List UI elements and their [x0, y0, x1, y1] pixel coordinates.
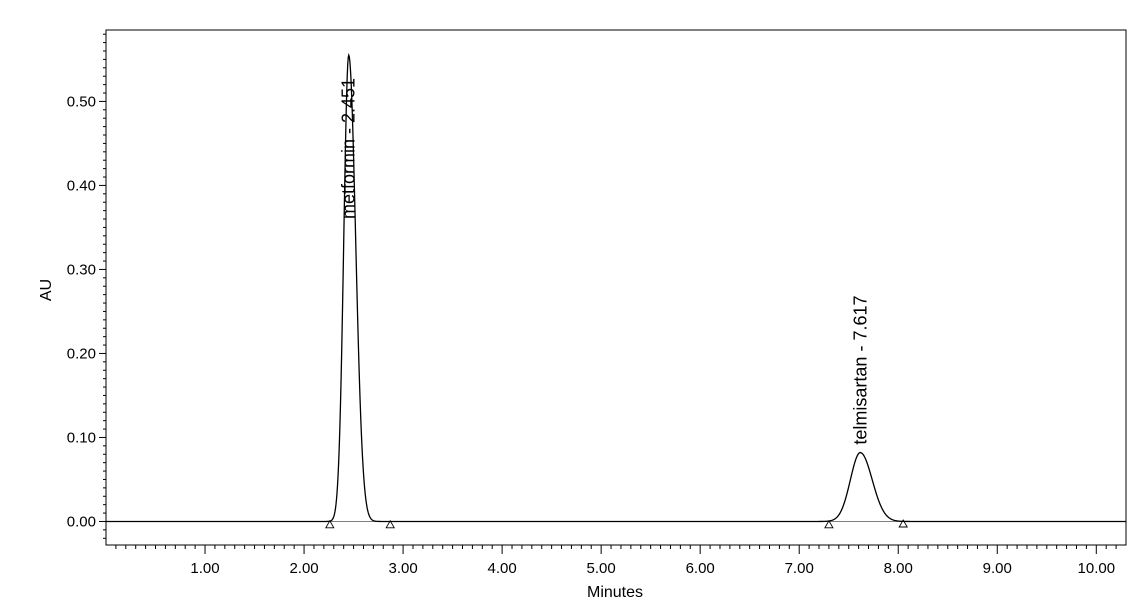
- x-tick-label: 9.00: [983, 560, 1012, 577]
- x-tick-label: 4.00: [488, 560, 517, 577]
- y-tick-label: 0.50: [67, 93, 96, 110]
- y-axis-title: AU: [38, 279, 55, 301]
- x-tick-label: 2.00: [289, 560, 318, 577]
- x-axis: 1.00 2.00 3.00 4.00 5.00 6.00 7.00 8.00 9.00 10.0…: [115, 545, 1117, 577]
- y-tick-label: 0.00: [67, 513, 96, 530]
- baseline-marker: [824, 519, 834, 529]
- plot-frame: [105, 29, 1127, 546]
- y-axis: 0.00 0.10 0.20 0.30 0.40 0.50: [67, 33, 106, 539]
- y-tick-label: 0.40: [67, 177, 96, 194]
- x-axis-title: Minutes: [587, 584, 643, 601]
- baseline-marker: [385, 519, 395, 529]
- baseline-markers: [325, 519, 908, 529]
- baseline-marker: [898, 519, 908, 528]
- x-tick-label: 7.00: [785, 560, 814, 577]
- peak-label: metformin - 2.451: [339, 78, 359, 219]
- x-tick-label: 8.00: [884, 560, 913, 577]
- x-tick-label: 1.00: [190, 560, 219, 577]
- peak-label: telmisartan - 7.617: [850, 296, 870, 445]
- x-tick-label: 3.00: [388, 560, 417, 577]
- y-tick-label: 0.20: [67, 345, 96, 362]
- chromatogram-trace: [106, 52, 1126, 523]
- x-tick-label: 5.00: [587, 560, 616, 577]
- x-tick-label: 10.00: [1078, 560, 1116, 577]
- baseline-marker: [325, 519, 335, 529]
- y-tick-label: 0.30: [67, 261, 96, 278]
- peak-labels: metformin - 2.451 telmisartan - 7.617: [339, 78, 871, 445]
- x-tick-label: 6.00: [686, 560, 715, 577]
- y-tick-label: 0.10: [67, 429, 96, 446]
